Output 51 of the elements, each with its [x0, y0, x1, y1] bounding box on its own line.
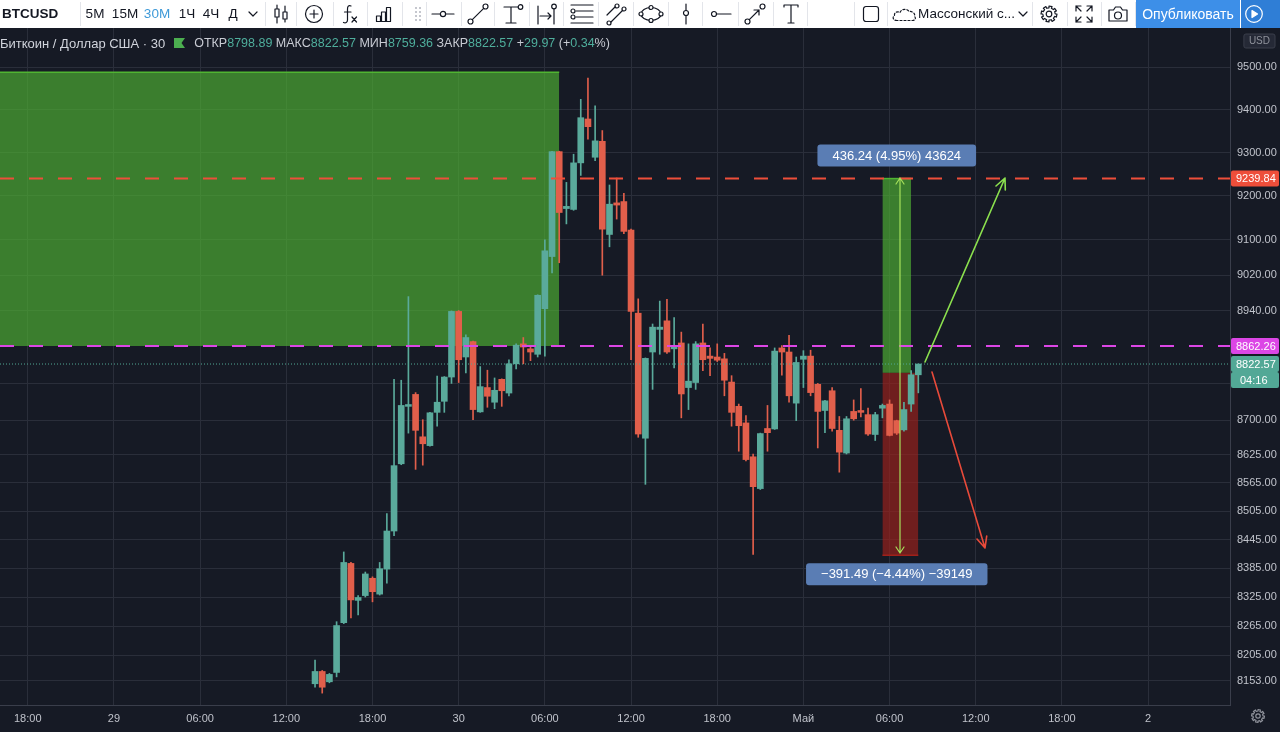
y-tick-label: 9100.00 [1237, 232, 1277, 245]
ref-line-label: 8862.26 [1236, 339, 1276, 352]
text: BTCUSD [2, 6, 59, 22]
y-tick-label: 8565.00 [1237, 475, 1277, 488]
text: 5M [85, 6, 105, 22]
text: 04:16 [1240, 373, 1268, 386]
x-tick-label: 12:00 [272, 711, 301, 724]
y-tick-label: 8153.00 [1237, 673, 1277, 686]
text: ОТКР8798.89 МАКС8822.57 МИН8759.36 ЗАКР8822.57 +29.97 (+0.34%) [194, 36, 610, 50]
y-tick-label: 8325.00 [1237, 590, 1277, 603]
x-tick-label: 18:00 [1048, 711, 1076, 724]
x-tick-label: 2 [1145, 711, 1152, 724]
y-tick-label: 9200.00 [1237, 188, 1277, 201]
text: USD [1248, 35, 1271, 47]
y-tick-label: 8445.00 [1237, 532, 1277, 545]
text: Массонский с... [918, 6, 1016, 22]
y-tick-label: 8505.00 [1237, 504, 1277, 517]
candlestick [419, 419, 427, 466]
y-tick-label: 8700.00 [1237, 413, 1277, 426]
x-tick-label: 06:00 [531, 711, 559, 724]
y-tick-label: 9400.00 [1237, 102, 1277, 115]
text: Опубликовать [1142, 6, 1234, 22]
y-tick-label: 9300.00 [1237, 145, 1277, 158]
x-tick-label: 18:00 [358, 711, 387, 724]
text: 15M [111, 6, 139, 22]
x-tick-label: 06:00 [875, 711, 904, 724]
x-tick-label: Май [792, 711, 815, 724]
x-tick-label: 30 [452, 711, 465, 724]
x-tick-label: 18:00 [703, 711, 731, 724]
candlestick [354, 595, 362, 616]
ref-line-label: 8822.57 [1236, 357, 1276, 370]
text: Биткоин / Доллар США · 30 [0, 35, 166, 51]
y-tick-label: 8625.00 [1237, 447, 1277, 460]
x-tick-label: 12:00 [962, 711, 990, 724]
ref-line-label: 9239.84 [1236, 172, 1276, 185]
text: 30M [143, 6, 171, 22]
text: 1Ч [178, 6, 196, 22]
y-tick-label: 8940.00 [1237, 303, 1277, 316]
text: 4Ч [202, 6, 220, 22]
text: Д [228, 6, 238, 22]
x-tick-label: 18:00 [14, 711, 42, 724]
annotation: 436.24 (4.95%) 43624 [832, 147, 962, 163]
x-tick-label: 06:00 [186, 711, 214, 724]
y-tick-label: 9020.00 [1237, 268, 1277, 281]
y-tick-label: 9500.00 [1237, 60, 1277, 73]
y-tick-label: 8205.00 [1237, 648, 1277, 661]
x-tick-label: 29 [107, 711, 121, 724]
y-tick-label: 8265.00 [1237, 619, 1277, 632]
y-tick-label: 8385.00 [1237, 561, 1277, 574]
x-tick-label: 12:00 [617, 711, 645, 724]
annotation: −391.49 (−4.44%) −39149 [821, 566, 973, 582]
